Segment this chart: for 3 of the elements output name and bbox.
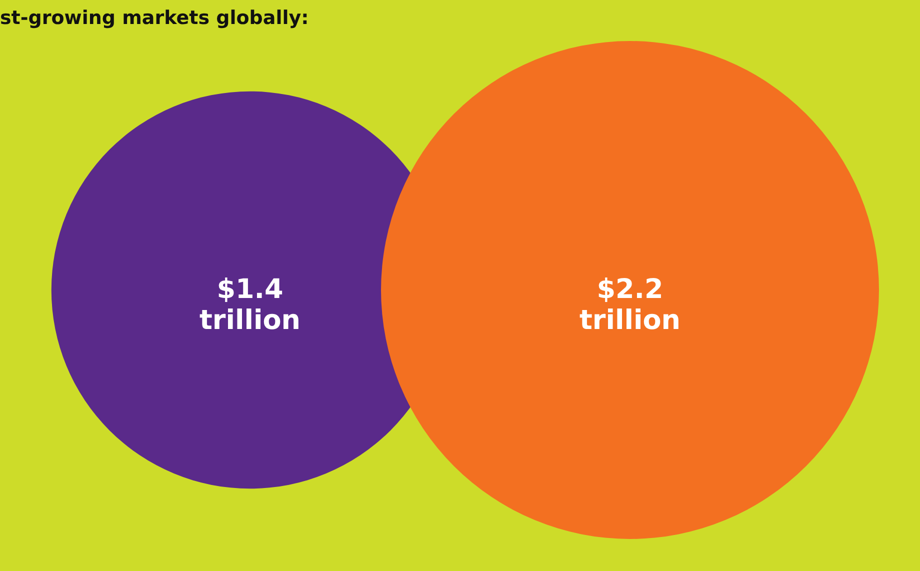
data-label: $2.2 trillion [579,274,681,336]
data-label: $1.4 trillion [199,274,301,336]
text: st-growing markets globally: [0,7,309,29]
